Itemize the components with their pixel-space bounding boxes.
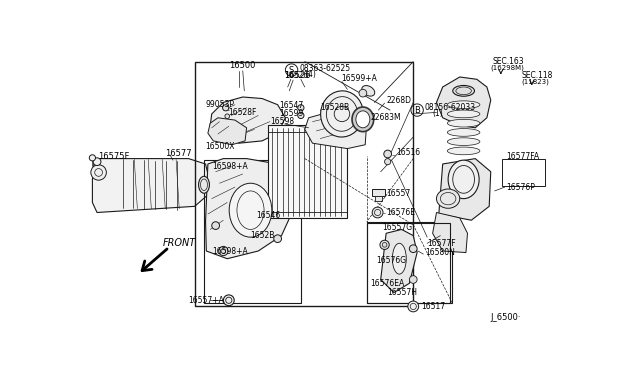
- Text: 16526: 16526: [284, 71, 308, 80]
- Ellipse shape: [447, 147, 480, 155]
- Text: 08156-62033: 08156-62033: [425, 103, 476, 112]
- Text: 16575F: 16575F: [98, 152, 129, 161]
- Circle shape: [384, 150, 392, 158]
- Text: 16598+A: 16598+A: [212, 162, 248, 171]
- Circle shape: [219, 246, 228, 256]
- Text: 16598+A: 16598+A: [212, 247, 248, 256]
- Circle shape: [410, 276, 417, 283]
- Text: 16598: 16598: [270, 117, 294, 126]
- Text: 16500: 16500: [229, 61, 255, 70]
- Circle shape: [410, 245, 417, 253]
- Text: (1): (1): [433, 109, 444, 118]
- Text: 08363-62525: 08363-62525: [300, 64, 351, 73]
- Ellipse shape: [362, 86, 375, 96]
- Text: 16577: 16577: [165, 149, 192, 158]
- Text: 16547: 16547: [279, 101, 303, 110]
- Text: 16557+A: 16557+A: [189, 296, 225, 305]
- Text: S: S: [289, 65, 294, 74]
- Ellipse shape: [436, 189, 460, 208]
- Ellipse shape: [321, 91, 364, 137]
- Ellipse shape: [448, 160, 479, 199]
- Text: SEC.118: SEC.118: [522, 71, 553, 80]
- Text: 16500X: 16500X: [205, 142, 235, 151]
- Ellipse shape: [198, 176, 209, 193]
- Circle shape: [359, 89, 367, 97]
- Circle shape: [274, 235, 282, 243]
- Circle shape: [91, 165, 106, 180]
- Polygon shape: [305, 112, 367, 148]
- Circle shape: [380, 240, 389, 250]
- Circle shape: [223, 105, 229, 111]
- Text: 16599: 16599: [279, 109, 303, 118]
- Polygon shape: [92, 158, 208, 212]
- Text: 2268D: 2268D: [386, 96, 411, 105]
- Text: 99053P: 99053P: [205, 100, 234, 109]
- Ellipse shape: [447, 138, 480, 145]
- Circle shape: [408, 301, 419, 312]
- Text: 16577F: 16577F: [428, 239, 456, 248]
- Bar: [502, 158, 545, 186]
- Bar: [268, 125, 348, 218]
- Bar: [374, 196, 382, 201]
- Circle shape: [90, 155, 95, 161]
- Circle shape: [225, 114, 230, 119]
- Circle shape: [298, 112, 304, 119]
- Circle shape: [372, 207, 383, 218]
- Text: 16546: 16546: [257, 211, 281, 220]
- Ellipse shape: [352, 107, 374, 132]
- Ellipse shape: [447, 101, 480, 109]
- Bar: [372, 189, 385, 196]
- Text: 16516: 16516: [396, 148, 420, 157]
- Text: 16517: 16517: [421, 302, 445, 311]
- Ellipse shape: [392, 243, 406, 274]
- Ellipse shape: [447, 119, 480, 127]
- Text: J_6500·: J_6500·: [491, 314, 521, 323]
- Text: 16557: 16557: [386, 189, 410, 198]
- Circle shape: [385, 158, 391, 165]
- Ellipse shape: [447, 110, 480, 118]
- Text: 16557H: 16557H: [388, 288, 418, 297]
- Text: 22683M: 22683M: [371, 113, 401, 122]
- Polygon shape: [381, 230, 417, 293]
- Text: FRONT: FRONT: [163, 238, 196, 248]
- Text: 1652B: 1652B: [250, 231, 275, 240]
- Polygon shape: [433, 212, 467, 253]
- Circle shape: [223, 295, 234, 306]
- Text: 16580N: 16580N: [425, 248, 455, 257]
- Ellipse shape: [356, 111, 370, 128]
- Text: 16576G: 16576G: [376, 256, 406, 265]
- Polygon shape: [436, 77, 491, 128]
- Bar: [367, 223, 451, 302]
- Text: 16526: 16526: [284, 71, 310, 80]
- Text: (16298M): (16298M): [491, 64, 525, 71]
- Ellipse shape: [229, 183, 272, 237]
- Bar: [204, 160, 301, 302]
- Bar: [367, 222, 452, 302]
- Circle shape: [298, 105, 304, 111]
- Text: 16599+A: 16599+A: [341, 74, 377, 83]
- Text: 16576E: 16576E: [386, 208, 415, 217]
- Ellipse shape: [452, 86, 474, 96]
- Polygon shape: [205, 158, 297, 259]
- Circle shape: [212, 222, 220, 230]
- Text: 16576P: 16576P: [506, 183, 535, 192]
- Ellipse shape: [447, 129, 480, 136]
- Text: 16528B: 16528B: [320, 103, 349, 112]
- Text: (4): (4): [305, 70, 316, 79]
- Polygon shape: [210, 97, 285, 143]
- Text: 16557G: 16557G: [382, 224, 412, 232]
- Polygon shape: [439, 158, 491, 220]
- Text: 16528F: 16528F: [228, 108, 257, 117]
- Text: (11823): (11823): [522, 78, 550, 85]
- Text: 16576EA: 16576EA: [371, 279, 405, 288]
- Text: SEC.163: SEC.163: [492, 57, 524, 66]
- Text: B: B: [414, 106, 420, 115]
- Bar: [195, 62, 413, 307]
- Text: 16577FA: 16577FA: [506, 152, 540, 161]
- Circle shape: [93, 158, 101, 166]
- Polygon shape: [208, 118, 246, 145]
